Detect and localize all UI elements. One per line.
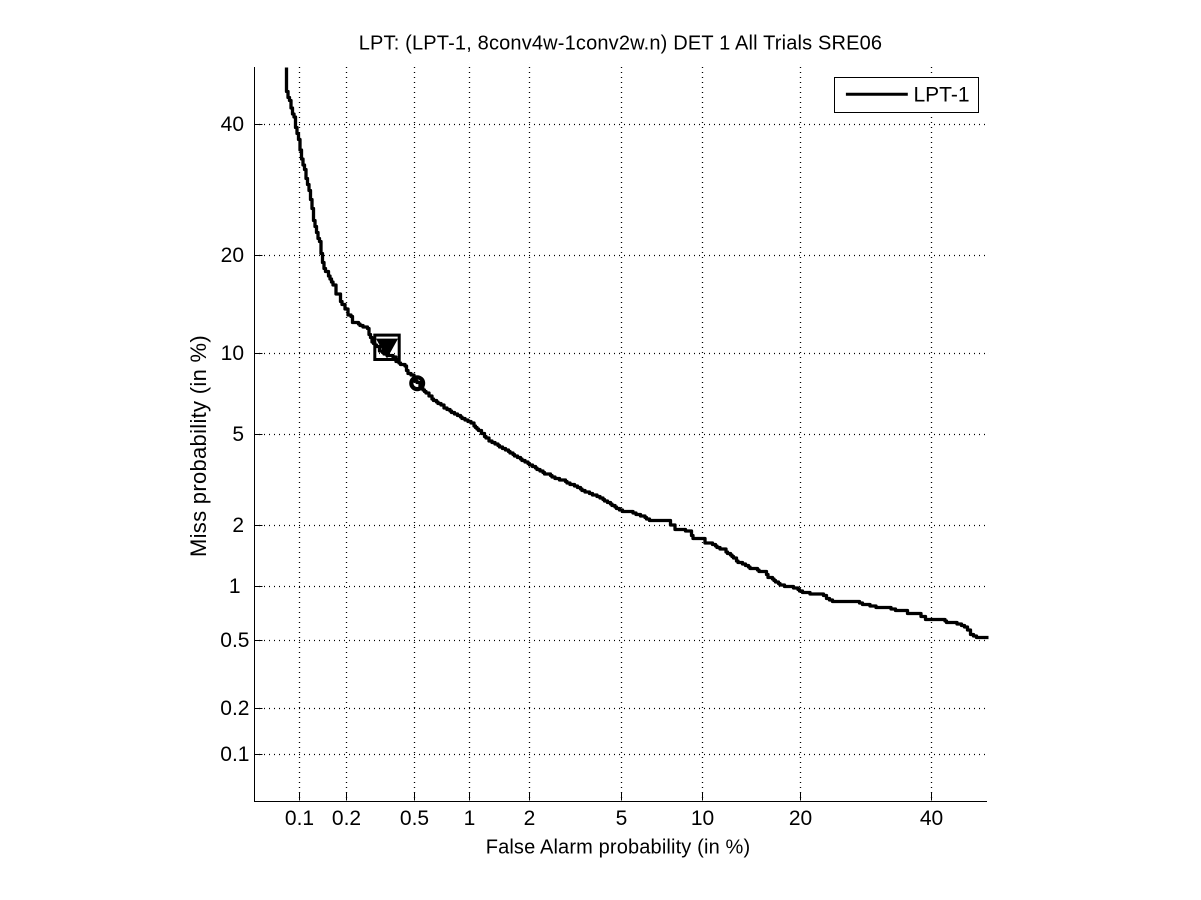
svg-text:LPT-1: LPT-1: [914, 83, 970, 106]
svg-text:0.2: 0.2: [220, 697, 249, 720]
svg-text:40: 40: [920, 807, 943, 830]
svg-text:0.5: 0.5: [220, 629, 249, 652]
svg-text:False Alarm probability (in %): False Alarm probability (in %): [486, 836, 751, 858]
svg-text:0.5: 0.5: [400, 807, 429, 830]
svg-text:2: 2: [232, 514, 244, 537]
svg-text:1: 1: [229, 575, 241, 598]
svg-text:0.1: 0.1: [285, 807, 314, 830]
svg-text:10: 10: [221, 342, 244, 365]
svg-text:2: 2: [524, 807, 536, 830]
svg-text:5: 5: [232, 423, 244, 446]
svg-text:40: 40: [221, 113, 244, 136]
svg-text:Miss probability (in %): Miss probability (in %): [186, 335, 211, 557]
svg-text:0.1: 0.1: [220, 743, 249, 766]
svg-text:0.2: 0.2: [332, 807, 361, 830]
svg-text:1: 1: [464, 807, 476, 830]
svg-text:20: 20: [789, 807, 812, 830]
svg-text:5: 5: [616, 807, 628, 830]
svg-text:LPT: (LPT-1, 8conv4w-1conv2w.n: LPT: (LPT-1, 8conv4w-1conv2w.n) DET 1 Al…: [359, 33, 882, 55]
svg-text:20: 20: [221, 244, 244, 267]
svg-text:10: 10: [691, 807, 714, 830]
